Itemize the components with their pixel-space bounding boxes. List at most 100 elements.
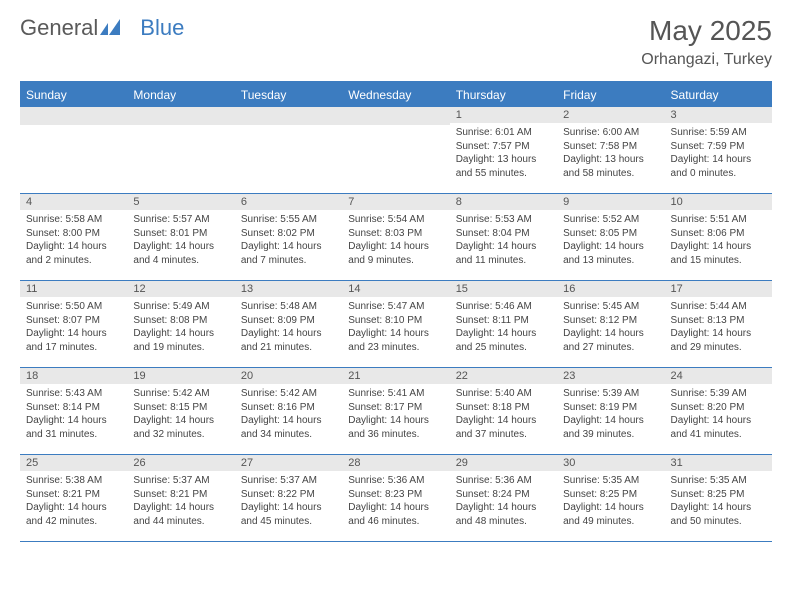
col-monday: Monday bbox=[127, 82, 234, 107]
logo-icon bbox=[100, 15, 122, 41]
day-number: 24 bbox=[665, 368, 772, 384]
day-number: 29 bbox=[450, 455, 557, 471]
day-number: 8 bbox=[450, 194, 557, 210]
col-saturday: Saturday bbox=[665, 82, 772, 107]
calendar-table: Sunday Monday Tuesday Wednesday Thursday… bbox=[20, 81, 772, 542]
calendar-cell: 17Sunrise: 5:44 AMSunset: 8:13 PMDayligh… bbox=[665, 281, 772, 368]
day-number: 2 bbox=[557, 107, 664, 123]
day-number: 26 bbox=[127, 455, 234, 471]
day-number: 7 bbox=[342, 194, 449, 210]
day-details: Sunrise: 5:57 AMSunset: 8:01 PMDaylight:… bbox=[127, 210, 234, 270]
day-number: 10 bbox=[665, 194, 772, 210]
day-details: Sunrise: 6:00 AMSunset: 7:58 PMDaylight:… bbox=[557, 123, 664, 183]
day-number: 3 bbox=[665, 107, 772, 123]
day-details: Sunrise: 5:36 AMSunset: 8:23 PMDaylight:… bbox=[342, 471, 449, 531]
day-details: Sunrise: 5:45 AMSunset: 8:12 PMDaylight:… bbox=[557, 297, 664, 357]
day-details: Sunrise: 5:36 AMSunset: 8:24 PMDaylight:… bbox=[450, 471, 557, 531]
calendar-cell: 15Sunrise: 5:46 AMSunset: 8:11 PMDayligh… bbox=[450, 281, 557, 368]
calendar-cell: 11Sunrise: 5:50 AMSunset: 8:07 PMDayligh… bbox=[20, 281, 127, 368]
calendar-cell: 3Sunrise: 5:59 AMSunset: 7:59 PMDaylight… bbox=[665, 107, 772, 194]
day-details: Sunrise: 5:54 AMSunset: 8:03 PMDaylight:… bbox=[342, 210, 449, 270]
calendar-cell: 16Sunrise: 5:45 AMSunset: 8:12 PMDayligh… bbox=[557, 281, 664, 368]
calendar-cell: 28Sunrise: 5:36 AMSunset: 8:23 PMDayligh… bbox=[342, 455, 449, 542]
day-number: 16 bbox=[557, 281, 664, 297]
calendar-cell: 13Sunrise: 5:48 AMSunset: 8:09 PMDayligh… bbox=[235, 281, 342, 368]
logo-text-2: Blue bbox=[140, 15, 184, 41]
day-details: Sunrise: 5:59 AMSunset: 7:59 PMDaylight:… bbox=[665, 123, 772, 183]
day-number: 27 bbox=[235, 455, 342, 471]
day-details: Sunrise: 5:47 AMSunset: 8:10 PMDaylight:… bbox=[342, 297, 449, 357]
col-friday: Friday bbox=[557, 82, 664, 107]
day-details: Sunrise: 5:46 AMSunset: 8:11 PMDaylight:… bbox=[450, 297, 557, 357]
day-details: Sunrise: 5:52 AMSunset: 8:05 PMDaylight:… bbox=[557, 210, 664, 270]
day-number: 23 bbox=[557, 368, 664, 384]
day-details: Sunrise: 5:35 AMSunset: 8:25 PMDaylight:… bbox=[557, 471, 664, 531]
calendar-cell: 4Sunrise: 5:58 AMSunset: 8:00 PMDaylight… bbox=[20, 194, 127, 281]
calendar-cell: 21Sunrise: 5:41 AMSunset: 8:17 PMDayligh… bbox=[342, 368, 449, 455]
day-number: 6 bbox=[235, 194, 342, 210]
day-number: 11 bbox=[20, 281, 127, 297]
day-details: Sunrise: 5:48 AMSunset: 8:09 PMDaylight:… bbox=[235, 297, 342, 357]
calendar-cell: 23Sunrise: 5:39 AMSunset: 8:19 PMDayligh… bbox=[557, 368, 664, 455]
day-number: 21 bbox=[342, 368, 449, 384]
day-details: Sunrise: 5:40 AMSunset: 8:18 PMDaylight:… bbox=[450, 384, 557, 444]
col-tuesday: Tuesday bbox=[235, 82, 342, 107]
calendar-cell: 19Sunrise: 5:42 AMSunset: 8:15 PMDayligh… bbox=[127, 368, 234, 455]
day-number: 30 bbox=[557, 455, 664, 471]
day-details: Sunrise: 5:39 AMSunset: 8:19 PMDaylight:… bbox=[557, 384, 664, 444]
day-number: 1 bbox=[450, 107, 557, 123]
calendar-cell bbox=[20, 107, 127, 194]
day-details: Sunrise: 5:42 AMSunset: 8:15 PMDaylight:… bbox=[127, 384, 234, 444]
day-number: 13 bbox=[235, 281, 342, 297]
calendar-cell: 26Sunrise: 5:37 AMSunset: 8:21 PMDayligh… bbox=[127, 455, 234, 542]
col-wednesday: Wednesday bbox=[342, 82, 449, 107]
day-details: Sunrise: 5:51 AMSunset: 8:06 PMDaylight:… bbox=[665, 210, 772, 270]
day-details: Sunrise: 5:35 AMSunset: 8:25 PMDaylight:… bbox=[665, 471, 772, 531]
day-number bbox=[235, 107, 342, 125]
calendar-cell: 14Sunrise: 5:47 AMSunset: 8:10 PMDayligh… bbox=[342, 281, 449, 368]
day-details: Sunrise: 5:42 AMSunset: 8:16 PMDaylight:… bbox=[235, 384, 342, 444]
day-number: 28 bbox=[342, 455, 449, 471]
day-number: 18 bbox=[20, 368, 127, 384]
calendar-cell: 31Sunrise: 5:35 AMSunset: 8:25 PMDayligh… bbox=[665, 455, 772, 542]
calendar-cell: 9Sunrise: 5:52 AMSunset: 8:05 PMDaylight… bbox=[557, 194, 664, 281]
day-details: Sunrise: 5:49 AMSunset: 8:08 PMDaylight:… bbox=[127, 297, 234, 357]
calendar-cell: 5Sunrise: 5:57 AMSunset: 8:01 PMDaylight… bbox=[127, 194, 234, 281]
day-number: 22 bbox=[450, 368, 557, 384]
calendar-row: 11Sunrise: 5:50 AMSunset: 8:07 PMDayligh… bbox=[20, 281, 772, 368]
calendar-row: 4Sunrise: 5:58 AMSunset: 8:00 PMDaylight… bbox=[20, 194, 772, 281]
calendar-cell: 8Sunrise: 5:53 AMSunset: 8:04 PMDaylight… bbox=[450, 194, 557, 281]
header: General Blue May 2025 Orhangazi, Turkey bbox=[20, 15, 772, 69]
col-sunday: Sunday bbox=[20, 82, 127, 107]
day-number: 25 bbox=[20, 455, 127, 471]
calendar-cell: 24Sunrise: 5:39 AMSunset: 8:20 PMDayligh… bbox=[665, 368, 772, 455]
calendar-cell: 27Sunrise: 5:37 AMSunset: 8:22 PMDayligh… bbox=[235, 455, 342, 542]
calendar-cell: 18Sunrise: 5:43 AMSunset: 8:14 PMDayligh… bbox=[20, 368, 127, 455]
calendar-cell bbox=[342, 107, 449, 194]
calendar-cell: 20Sunrise: 5:42 AMSunset: 8:16 PMDayligh… bbox=[235, 368, 342, 455]
title-block: May 2025 Orhangazi, Turkey bbox=[641, 15, 772, 69]
day-details: Sunrise: 5:50 AMSunset: 8:07 PMDaylight:… bbox=[20, 297, 127, 357]
col-thursday: Thursday bbox=[450, 82, 557, 107]
logo: General Blue bbox=[20, 15, 184, 41]
calendar-cell bbox=[235, 107, 342, 194]
calendar-cell bbox=[127, 107, 234, 194]
calendar-cell: 29Sunrise: 5:36 AMSunset: 8:24 PMDayligh… bbox=[450, 455, 557, 542]
day-number: 19 bbox=[127, 368, 234, 384]
day-number: 15 bbox=[450, 281, 557, 297]
calendar-cell: 22Sunrise: 5:40 AMSunset: 8:18 PMDayligh… bbox=[450, 368, 557, 455]
day-number: 9 bbox=[557, 194, 664, 210]
calendar-row: 25Sunrise: 5:38 AMSunset: 8:21 PMDayligh… bbox=[20, 455, 772, 542]
day-number: 4 bbox=[20, 194, 127, 210]
day-number: 5 bbox=[127, 194, 234, 210]
day-details: Sunrise: 5:39 AMSunset: 8:20 PMDaylight:… bbox=[665, 384, 772, 444]
day-number: 12 bbox=[127, 281, 234, 297]
day-details: Sunrise: 5:37 AMSunset: 8:22 PMDaylight:… bbox=[235, 471, 342, 531]
logo-text-1: General bbox=[20, 15, 98, 41]
calendar-cell: 12Sunrise: 5:49 AMSunset: 8:08 PMDayligh… bbox=[127, 281, 234, 368]
day-details: Sunrise: 5:53 AMSunset: 8:04 PMDaylight:… bbox=[450, 210, 557, 270]
day-details: Sunrise: 5:37 AMSunset: 8:21 PMDaylight:… bbox=[127, 471, 234, 531]
calendar-cell: 30Sunrise: 5:35 AMSunset: 8:25 PMDayligh… bbox=[557, 455, 664, 542]
day-number: 31 bbox=[665, 455, 772, 471]
day-number: 20 bbox=[235, 368, 342, 384]
